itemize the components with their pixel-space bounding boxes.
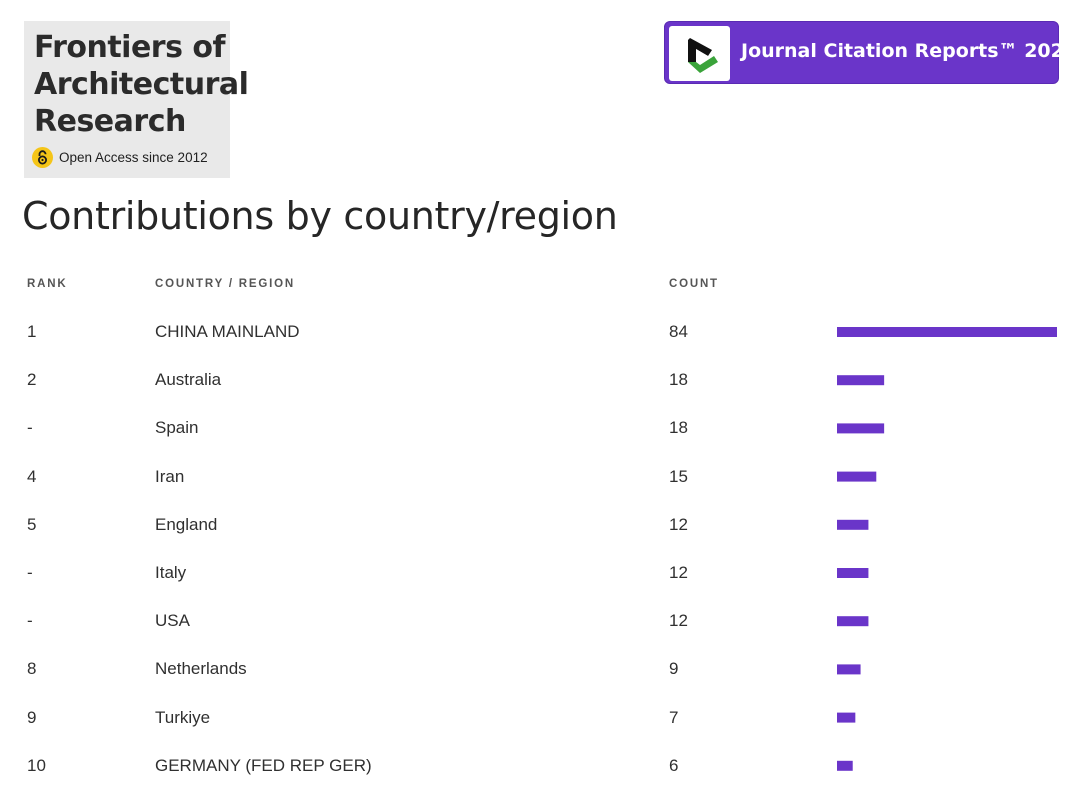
count-cell: 7 [669, 707, 679, 727]
country-cell: Spain [155, 418, 199, 438]
bar-8 [837, 712, 856, 723]
bar-9 [837, 760, 853, 771]
country-cell: USA [155, 611, 190, 631]
country-cell: GERMANY (FED REP GER) [155, 755, 372, 775]
count-cell: 12 [669, 611, 688, 631]
rank-cell: 5 [27, 514, 37, 534]
section-title: Contributions by country/region [22, 194, 618, 238]
jcr-badge: Journal Citation Reports™ 2023 [664, 21, 1077, 84]
journal-title: Frontiers of Architectural Research [34, 30, 249, 139]
rank-cell: 1 [27, 322, 37, 341]
country-cell: CHINA MAINLAND [155, 322, 300, 341]
rank-cell: 10 [27, 755, 46, 775]
bar-7 [837, 664, 861, 675]
bar-1 [837, 375, 885, 386]
rank-cell: 9 [27, 707, 37, 727]
jcr-badge-text: Journal Citation Reports™ 2023 [741, 40, 1078, 62]
country-column-header: COUNTRY / REGION [155, 278, 295, 290]
bar-0 [837, 327, 1057, 337]
country-cell: Italy [155, 563, 187, 582]
journal-title-box: Frontiers of Architectural Research Open… [24, 21, 249, 178]
rank-cell: 2 [27, 370, 37, 390]
clarivate-logo-icon [669, 26, 730, 81]
open-access-label: Open Access since 2012 [59, 150, 208, 165]
count-cell: 12 [669, 563, 688, 582]
bar-6 [837, 616, 869, 627]
count-cell: 6 [669, 755, 679, 775]
count-cell: 9 [669, 659, 679, 679]
bar-5 [837, 568, 869, 578]
rank-cell: - [27, 563, 33, 582]
count-cell: 84 [669, 322, 688, 341]
bar-3 [837, 471, 877, 482]
rank-column-header: RANK [27, 278, 68, 290]
open-access-row: Open Access since 2012 [32, 147, 208, 168]
count-cell: 18 [669, 418, 688, 438]
country-cell: England [155, 514, 218, 534]
country-cell: Australia [155, 370, 222, 390]
rank-cell: 8 [27, 659, 37, 679]
bar-2 [837, 423, 885, 434]
rank-cell: - [27, 418, 33, 438]
country-cell: Iran [155, 466, 185, 486]
country-cell: Turkiye [155, 707, 211, 727]
bar-4 [837, 519, 869, 530]
count-column-header: COUNT [669, 278, 719, 290]
country-cell: Netherlands [155, 659, 247, 679]
rank-cell: 4 [27, 466, 37, 486]
count-cell: 15 [669, 466, 688, 486]
count-cell: 12 [669, 514, 688, 534]
rank-cell: - [27, 611, 33, 631]
count-cell: 18 [669, 370, 688, 390]
open-access-lock-icon [32, 147, 53, 168]
